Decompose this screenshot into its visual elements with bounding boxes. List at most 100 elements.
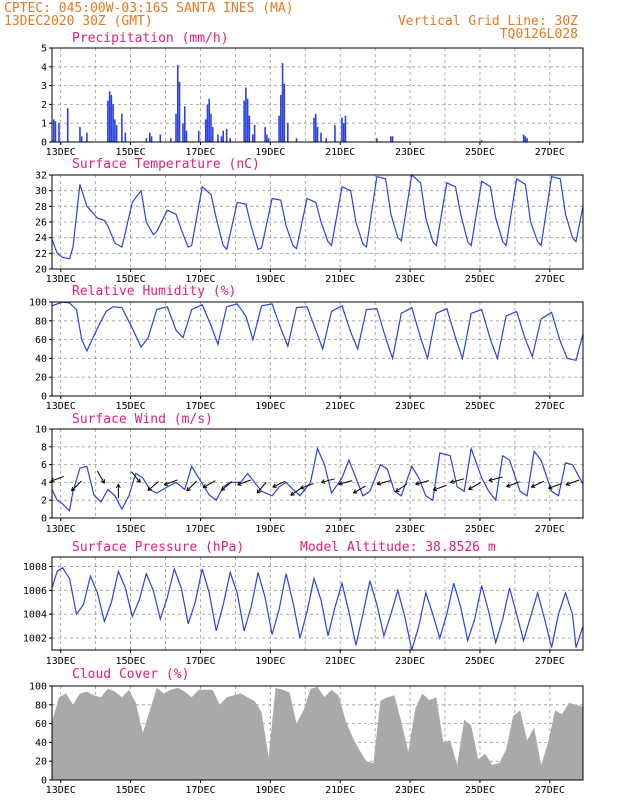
x-tick-label: 15DEC <box>116 785 146 796</box>
x-tick-label: 25DEC <box>465 785 495 796</box>
precip-bar <box>114 119 116 142</box>
wind-arrow <box>548 483 562 490</box>
precip-bar <box>121 113 123 142</box>
wind-arrow-shaft <box>488 476 503 482</box>
wind-arrow-shaft <box>237 479 251 486</box>
x-tick-label: 19DEC <box>255 524 285 535</box>
x-tick-label: 15DEC <box>116 401 146 412</box>
precip-bar <box>278 115 280 142</box>
wind-arrow-shaft <box>71 480 82 492</box>
y-tick-label: 24 <box>35 233 47 244</box>
wind-arrow <box>468 482 482 490</box>
wind-arrow <box>338 480 353 486</box>
precip-bar <box>182 123 184 142</box>
y-tick-label: 8 <box>41 442 47 453</box>
wind-arrow <box>376 480 391 486</box>
wind-arrow-shaft <box>96 470 105 484</box>
y-tick-label: 2 <box>41 100 47 111</box>
wind-arrow <box>237 479 251 486</box>
precip-bar <box>252 134 254 142</box>
wind-arrow <box>202 480 216 489</box>
x-tick-label: 27DEC <box>535 401 565 412</box>
wind-arrow <box>415 480 430 486</box>
wind-arrow-shaft <box>338 480 353 485</box>
wind-arrow-head <box>163 481 168 486</box>
precip-bar <box>280 95 282 142</box>
temp-title: Surface Temperature (nC) <box>72 157 260 172</box>
x-tick-label: 15DEC <box>116 147 146 158</box>
header-location: CPTEC: 045:00W-03:16S SANTA INES (MA) <box>4 1 294 16</box>
wind-arrow-head <box>50 480 55 483</box>
wind-arrow <box>116 484 121 499</box>
wind-arrow-head <box>237 481 241 486</box>
precip-bar <box>480 140 483 142</box>
precip-title: Precipitation (mm/h) <box>72 31 229 46</box>
y-tick-label: 60 <box>35 719 47 730</box>
y-tick-label: 100 <box>29 298 47 309</box>
precip-bar <box>341 117 343 142</box>
y-tick-label: 60 <box>35 335 47 346</box>
wind-arrow-head <box>565 484 570 486</box>
y-tick-label: 5 <box>41 44 47 55</box>
precip-bar <box>522 134 525 142</box>
x-tick-label: 17DEC <box>185 524 215 535</box>
precip-bar <box>206 104 209 142</box>
y-tick-label: 20 <box>35 265 47 276</box>
y-tick-label: 80 <box>35 700 47 711</box>
wind-arrow-head <box>300 485 304 489</box>
header-model-id: TQ0126L028 <box>500 27 578 42</box>
wind-arrow-head <box>488 480 493 483</box>
wind-arrow-head <box>450 481 455 484</box>
x-tick-label: 25DEC <box>465 401 495 412</box>
x-tick-label: 23DEC <box>395 524 425 535</box>
wind-arrow-shaft <box>130 471 141 483</box>
precip-bar <box>210 113 212 142</box>
x-tick-label: 17DEC <box>185 274 215 285</box>
wind-panel: 0 2 4 6 8 10 13DEC 15DEC 17DEC 19DEC 21DEC 23DEC 25D… <box>35 412 584 535</box>
wind-arrow-head <box>116 484 119 489</box>
precip-bar <box>526 138 528 142</box>
wind-arrow-shaft <box>186 480 198 492</box>
y-tick-label: 2 <box>41 496 47 507</box>
wind-arrow-shaft <box>164 479 178 486</box>
x-tick-label: 17DEC <box>185 147 215 158</box>
precip-bar <box>115 125 118 142</box>
precip-bar <box>342 123 345 142</box>
y-tick-label: 4 <box>41 62 47 73</box>
x-tick-label: 23DEC <box>395 785 425 796</box>
wind-arrow-shaft <box>565 479 580 486</box>
x-tick-label: 23DEC <box>395 147 425 158</box>
wind-arrow-head <box>432 486 437 491</box>
precip-bar <box>197 130 200 142</box>
x-tick-label: 19DEC <box>255 401 285 412</box>
wind-arrow-head <box>136 480 141 483</box>
y-tick-label: 0 <box>41 776 47 787</box>
wind-arrow-shaft <box>321 478 335 483</box>
x-tick-label: 13DEC <box>46 524 76 535</box>
cloud-panel: 0 20 40 60 80 100 13DEC 15DEC 17DEC 19DEC 21DEC 23D… <box>29 667 584 796</box>
y-tick-label: 1006 <box>23 586 47 597</box>
wind-arrow <box>300 483 314 490</box>
wind-arrow-shaft <box>450 478 465 483</box>
x-tick-label: 13DEC <box>46 274 76 285</box>
precip-bar <box>176 64 179 142</box>
wind-arrow <box>163 479 178 486</box>
wind-arrow-head <box>290 491 294 496</box>
cloud-axes-box <box>51 685 584 781</box>
y-tick-label: 40 <box>35 738 47 749</box>
precip-bar <box>175 113 177 142</box>
rh-title: Relative Humidity (%) <box>72 284 236 299</box>
wind-arrow-head <box>221 489 226 491</box>
y-tick-label: 6 <box>41 460 47 471</box>
wind-title: Surface Wind (m/s) <box>72 412 213 427</box>
wind-arrow-head <box>352 489 356 494</box>
precip-bar <box>376 138 378 142</box>
precip-bar <box>217 134 219 142</box>
x-tick-label: 19DEC <box>255 147 285 158</box>
precip-bar <box>243 100 245 142</box>
temp-panel: 20 22 24 26 28 30 32 13DEC 15DEC 17DEC 19DEC 21DEC 2… <box>35 157 584 285</box>
y-tick-label: 1004 <box>23 610 47 621</box>
wind-arrow-head <box>186 489 191 492</box>
x-tick-label: 17DEC <box>185 656 215 667</box>
